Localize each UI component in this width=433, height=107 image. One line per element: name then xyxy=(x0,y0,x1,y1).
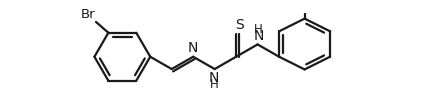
Text: S: S xyxy=(235,18,244,32)
Text: N: N xyxy=(209,71,219,85)
Text: N: N xyxy=(253,29,264,43)
Text: CH₃: CH₃ xyxy=(294,0,316,3)
Text: Br: Br xyxy=(81,8,95,21)
Text: H: H xyxy=(254,23,263,36)
Text: N: N xyxy=(188,41,198,55)
Text: H: H xyxy=(210,77,218,91)
